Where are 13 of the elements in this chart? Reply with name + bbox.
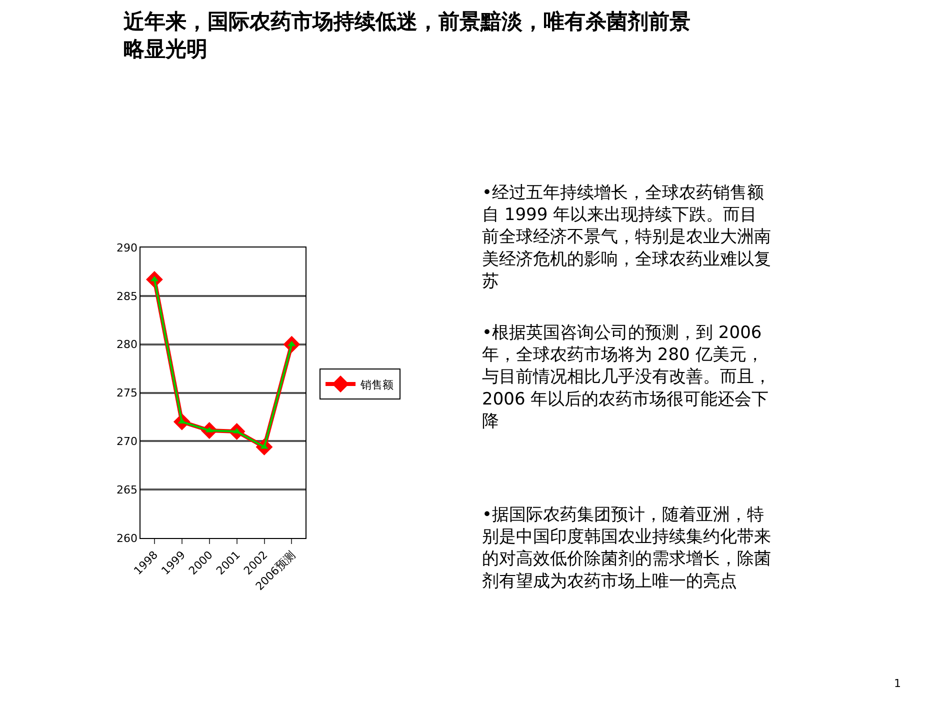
text: •根据英国咨询公司的预测，到 2006 年，全球农药市场将为 280 亿美元，与目前情况相比几乎没有改善。而且，2006 年以后的农药市场很可能还会下降 (482, 323, 771, 432)
y-tick-label: 270 (116, 435, 138, 448)
text: 近年来，国际农药市场持续低迷，前景黯淡，唯有杀菌剂前景略显光明 (122, 10, 690, 61)
legend-label: 销售额 (360, 378, 394, 392)
y-tick-label: 275 (116, 386, 138, 400)
y-tick-label: 265 (116, 483, 138, 496)
y-tick-label: 285 (116, 290, 138, 303)
text: •据国际农药集团预计，随着亚洲，特别是中国印度韩国农业持续集约化带来的对高效低价除菌剂的需求增长，除菌剂有望成为农药市场上唯一的亮点 (482, 505, 771, 592)
text: •经过五年持续增长，全球农药销售额自 1999 年以来出现持续下跌。而目前全球经济不景气，特别是农业大洲南美经济危机的影响，全球农药业难以复苏 (482, 183, 771, 292)
y-tick-label: 260 (116, 532, 138, 545)
text: 1 (894, 677, 901, 690)
y-tick-label: 280 (116, 338, 138, 352)
y-tick-label: 290 (116, 241, 138, 254)
